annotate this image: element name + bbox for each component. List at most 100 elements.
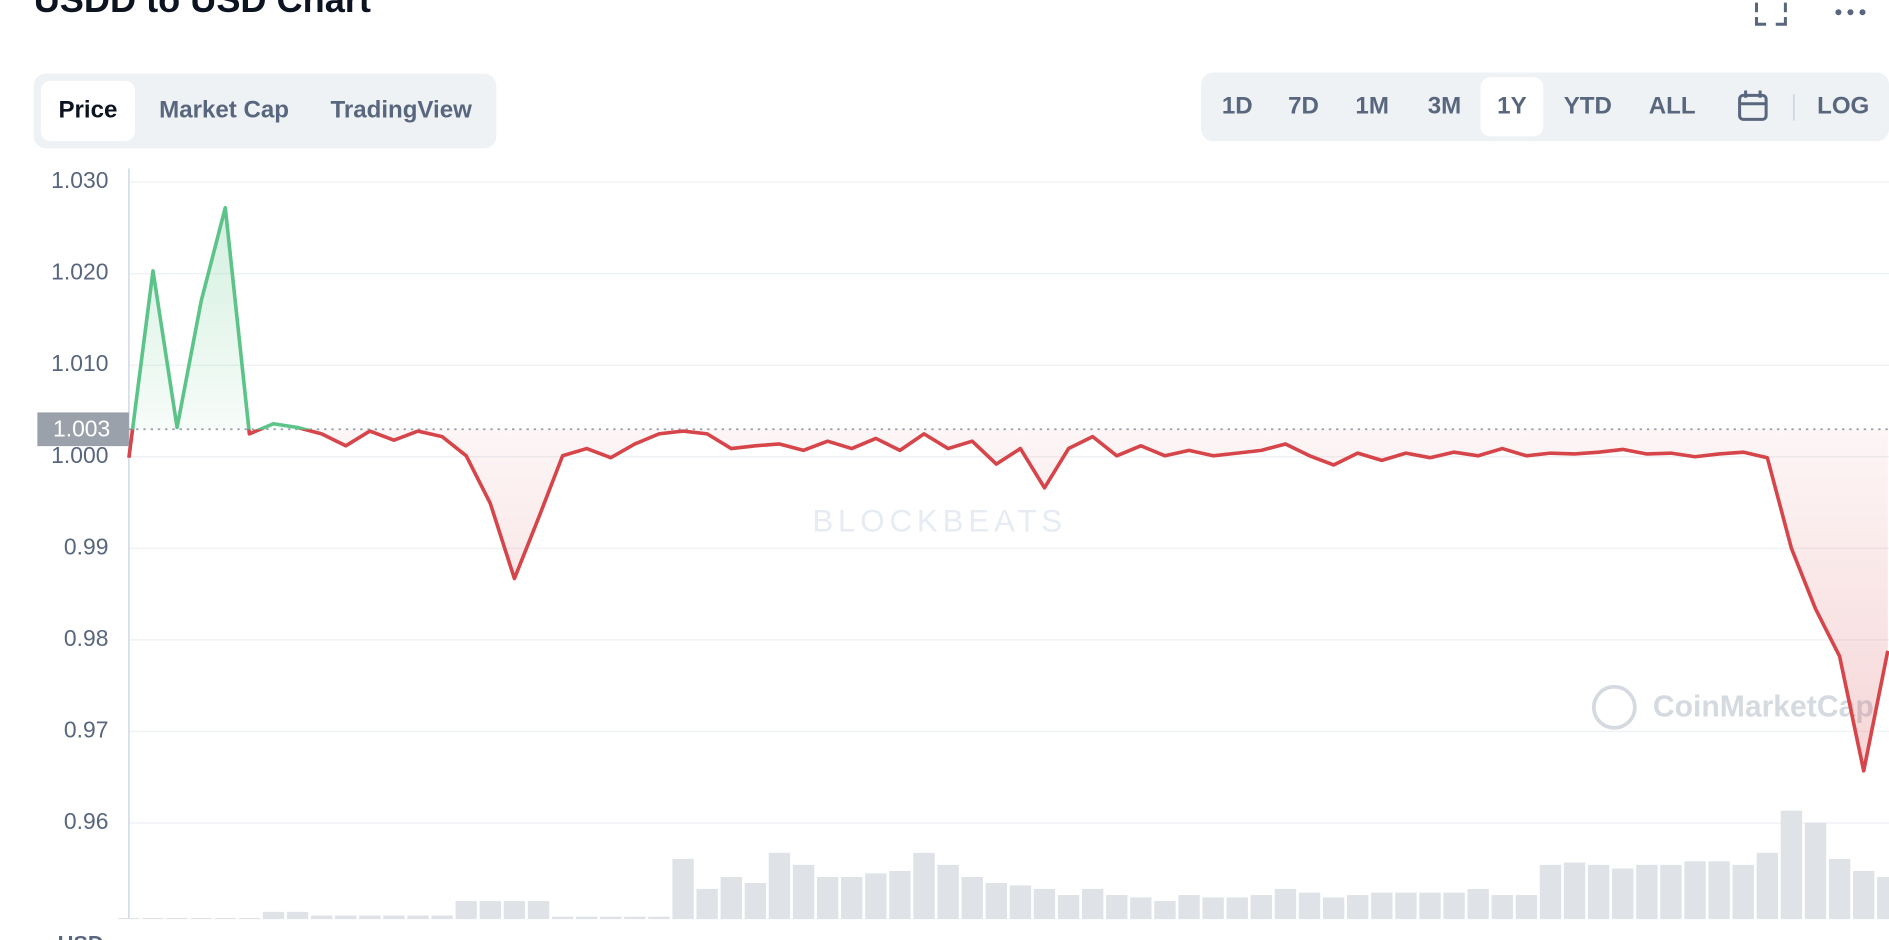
volume-bar (1660, 864, 1682, 920)
volume-bar (1853, 870, 1875, 920)
watermark-logo (1592, 685, 1637, 730)
volume-bar (1708, 861, 1730, 920)
volume-bar (190, 917, 212, 920)
y-tick-label: 0.99 (64, 533, 109, 559)
more-button[interactable] (1835, 9, 1866, 16)
volume-bar (1250, 895, 1273, 920)
y-tick-label: 1.010 (51, 350, 108, 376)
volume-bar (1636, 864, 1658, 920)
range-button[interactable]: YTD (1564, 93, 1612, 120)
volume-bar (142, 917, 164, 920)
baseline-label: 1.003 (53, 416, 110, 442)
volume-bar (696, 889, 718, 920)
volume-bar (286, 911, 309, 920)
active-range-bg (1480, 77, 1544, 137)
volume-bar (214, 917, 236, 920)
volume-bar (624, 916, 646, 920)
y-tick-label: 0.96 (64, 808, 109, 834)
volume-bar (1443, 892, 1465, 920)
volume-bar (1009, 885, 1032, 920)
volume-bar (648, 916, 670, 920)
volume-bar (841, 876, 863, 920)
volume-bar (1419, 892, 1441, 920)
volume-bar (816, 876, 839, 920)
volume-bar (600, 916, 622, 920)
axis-unit: USD (58, 930, 104, 940)
baseline-label-bg (37, 412, 129, 447)
range-button[interactable]: 3M (1428, 93, 1461, 120)
volume-bar (1202, 897, 1224, 920)
y-tick-label: 0.98 (64, 625, 109, 651)
volume-bar (889, 870, 911, 920)
volume-bar (1226, 897, 1248, 920)
range-button[interactable]: 7D (1288, 93, 1319, 120)
volume-bar (1178, 895, 1200, 920)
volume-bar (1612, 868, 1634, 920)
price-area (128, 207, 1888, 771)
calendar-button[interactable] (1738, 90, 1768, 121)
volume-bar (985, 882, 1007, 920)
volume-bar (1587, 864, 1610, 920)
volume-bar (961, 876, 983, 920)
watermark: BLOCKBEATS (812, 503, 1067, 538)
page-title: USDD to USD Chart (34, 0, 371, 20)
volume-bar (335, 915, 357, 920)
volume-bar (1515, 895, 1538, 920)
volume-bar (262, 911, 285, 920)
range-button[interactable]: ALL (1649, 93, 1696, 120)
range-bar (1201, 72, 1889, 142)
range-button[interactable]: 1Y (1497, 93, 1526, 120)
volume-bar (238, 917, 261, 920)
tab[interactable]: Price (58, 96, 117, 123)
active-tab-bg (40, 80, 135, 142)
watermark: CoinMarketCap (1653, 690, 1874, 723)
volume-bar (865, 873, 887, 920)
volume-bar (1804, 822, 1827, 920)
volume-bar (383, 915, 405, 920)
price-line (127, 205, 1889, 773)
volume-bar (1298, 892, 1321, 920)
volume-bar (551, 916, 574, 920)
volume-bar (1322, 897, 1345, 920)
volume-bar (1106, 895, 1128, 920)
volume-bar (1877, 876, 1889, 920)
y-tick-label: 1.020 (51, 259, 108, 285)
volume-bar (1756, 852, 1779, 920)
volume-bar (1684, 861, 1706, 920)
fullscreen-button[interactable] (1754, 2, 1787, 26)
tab[interactable]: Market Cap (159, 96, 289, 123)
volume-bar (1539, 864, 1562, 920)
volume-bar (1732, 864, 1754, 920)
volume-bar (1081, 889, 1104, 920)
volume-bar (310, 915, 333, 920)
volume-bar (166, 917, 188, 920)
volume-bar (1130, 897, 1152, 920)
volume-bar (407, 915, 429, 920)
volume-bar (744, 882, 767, 920)
log-button[interactable]: LOG (1817, 93, 1869, 120)
range-button[interactable]: 1D (1222, 93, 1253, 120)
volume-bar (479, 901, 502, 920)
y-tick-label: 1.030 (51, 167, 108, 193)
tab-bar (33, 73, 497, 149)
volume-bar (1395, 892, 1417, 920)
volume-bar (720, 876, 742, 920)
tab[interactable]: TradingView (330, 96, 472, 123)
volume-bar (1057, 895, 1080, 920)
volume-bar (359, 915, 381, 920)
volume-bar (768, 852, 791, 920)
volume-bar (672, 858, 694, 920)
volume-bar (118, 917, 140, 920)
volume-bar (792, 864, 815, 920)
volume-bar (1491, 895, 1513, 920)
volume-bar (1274, 889, 1297, 920)
range-button[interactable]: 1M (1355, 93, 1388, 120)
volume-bar (503, 901, 526, 920)
plot: 1.0301.0201.0101.0000.990.980.970.961.00… (37, 167, 1889, 920)
volume-bar (1828, 858, 1851, 920)
volume-bar (455, 901, 477, 920)
volume-bar (527, 901, 550, 920)
volume-bar (1154, 901, 1176, 920)
volume-bar (1347, 895, 1369, 920)
volume-bar (1371, 892, 1393, 920)
